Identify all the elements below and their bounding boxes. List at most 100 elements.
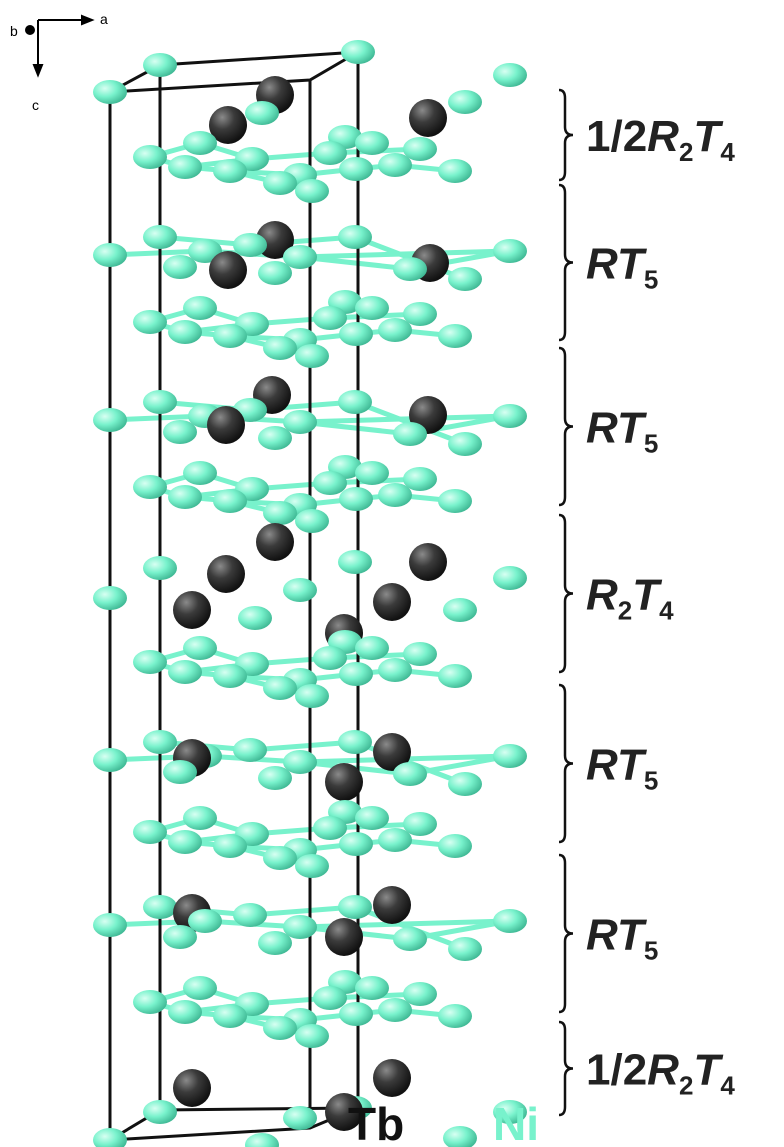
label-part: T bbox=[617, 741, 647, 790]
brace bbox=[559, 348, 573, 505]
ni-atom bbox=[133, 990, 167, 1014]
ni-atom bbox=[133, 475, 167, 499]
label-part: 5 bbox=[644, 766, 658, 796]
ni-atom bbox=[213, 159, 247, 183]
ni-atom bbox=[263, 846, 297, 870]
label-part: T bbox=[617, 911, 647, 960]
ni-atom bbox=[378, 153, 412, 177]
layer-label: 1/2R2T4 bbox=[586, 112, 735, 167]
ni-atom bbox=[438, 1004, 472, 1028]
ni-atom bbox=[133, 650, 167, 674]
label-part: 4 bbox=[720, 1071, 735, 1101]
ni-atom bbox=[168, 485, 202, 509]
ni-atom bbox=[93, 1128, 127, 1147]
brace bbox=[559, 515, 573, 672]
ni-atom bbox=[283, 1106, 317, 1130]
ni-atom bbox=[493, 404, 527, 428]
ni-atom bbox=[339, 322, 373, 346]
ni-atom bbox=[295, 1024, 329, 1048]
label-part: 5 bbox=[644, 429, 658, 459]
ni-atom bbox=[339, 157, 373, 181]
ni-atom bbox=[339, 832, 373, 856]
label-part: 5 bbox=[644, 265, 658, 295]
ni-atom bbox=[313, 141, 347, 165]
ni-atom bbox=[213, 664, 247, 688]
ni-atom bbox=[213, 324, 247, 348]
label-part: R bbox=[586, 911, 618, 960]
unit-cell bbox=[110, 52, 358, 1140]
ni-atom bbox=[338, 390, 372, 414]
tb-atom bbox=[409, 99, 447, 137]
ni-atom bbox=[438, 159, 472, 183]
ni-atom bbox=[263, 1016, 297, 1040]
tb-atom bbox=[373, 886, 411, 924]
ni-atom bbox=[393, 927, 427, 951]
ni-atom bbox=[183, 976, 217, 1000]
ni-atom bbox=[393, 422, 427, 446]
ni-atom bbox=[313, 986, 347, 1010]
label-part: R bbox=[586, 240, 618, 289]
ni-atom bbox=[143, 1100, 177, 1124]
ni-atom bbox=[143, 895, 177, 919]
label-part: T bbox=[693, 112, 723, 161]
layer-labels: 1/2R2T4RT5RT5R2T4RT5RT51/2R2T4 bbox=[586, 112, 735, 1101]
layer-label: 1/2R2T4 bbox=[586, 1046, 735, 1101]
label-part: 2 bbox=[618, 596, 632, 626]
tb-atom bbox=[173, 591, 211, 629]
ni-atom bbox=[168, 830, 202, 854]
ni-atom bbox=[245, 101, 279, 125]
ni-atom bbox=[263, 501, 297, 525]
ni-atom bbox=[393, 762, 427, 786]
ni-atom bbox=[163, 925, 197, 949]
ni-atom bbox=[143, 390, 177, 414]
ni-atom bbox=[183, 636, 217, 660]
ni-atom bbox=[355, 461, 389, 485]
ni-atom bbox=[283, 578, 317, 602]
ni-atom bbox=[493, 566, 527, 590]
label-part: T bbox=[693, 1046, 723, 1095]
ni-atom bbox=[443, 1126, 477, 1147]
ni-atom bbox=[339, 487, 373, 511]
axis-label: a bbox=[100, 11, 108, 27]
ni-atom bbox=[313, 306, 347, 330]
label-part: 2 bbox=[679, 1071, 693, 1101]
ni-atom bbox=[263, 676, 297, 700]
label-part: R bbox=[647, 1046, 679, 1095]
ni-atom bbox=[295, 854, 329, 878]
legend-label: Ni bbox=[493, 1098, 539, 1147]
ni-atom bbox=[355, 296, 389, 320]
ni-atom bbox=[313, 646, 347, 670]
ni-atom bbox=[263, 171, 297, 195]
label-part: 2 bbox=[679, 137, 693, 167]
ni-atom bbox=[313, 816, 347, 840]
ni-atom bbox=[355, 636, 389, 660]
ni-atom bbox=[378, 318, 412, 342]
ni-atom bbox=[339, 662, 373, 686]
ni-atom bbox=[93, 243, 127, 267]
ni-atom bbox=[213, 834, 247, 858]
label-part: R bbox=[586, 741, 618, 790]
axis-label: b bbox=[10, 23, 18, 39]
ni-atom bbox=[295, 509, 329, 533]
tb-atom bbox=[373, 583, 411, 621]
ni-atom bbox=[338, 550, 372, 574]
layer-label: RT5 bbox=[586, 404, 658, 459]
ni-atom bbox=[493, 744, 527, 768]
label-part: R bbox=[647, 112, 679, 161]
label-part: T bbox=[632, 571, 662, 620]
label-part: T bbox=[617, 404, 647, 453]
tb-atom bbox=[173, 1069, 211, 1107]
ni-atom bbox=[438, 834, 472, 858]
ni-atom bbox=[438, 324, 472, 348]
ni-atom bbox=[93, 748, 127, 772]
ni-atom bbox=[493, 909, 527, 933]
ni-atom bbox=[143, 225, 177, 249]
tb-atom bbox=[409, 543, 447, 581]
ni-atom bbox=[448, 432, 482, 456]
ni-atom bbox=[163, 255, 197, 279]
tb-atom bbox=[325, 918, 363, 956]
label-part: 5 bbox=[644, 936, 658, 966]
ni-atom bbox=[163, 420, 197, 444]
label-part: 4 bbox=[659, 596, 674, 626]
ni-atom bbox=[295, 179, 329, 203]
